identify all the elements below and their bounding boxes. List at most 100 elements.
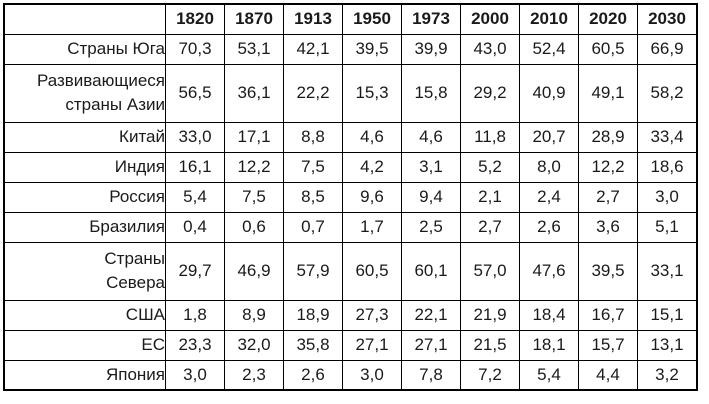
value-cell: 39,5: [342, 33, 402, 65]
value-cell: 39,9: [401, 33, 461, 65]
value-cell: 40,9: [519, 63, 579, 123]
column-header-year: 2010: [519, 3, 579, 35]
value-cell: 8,0: [519, 151, 579, 183]
value-cell: 53,1: [224, 33, 284, 65]
value-cell: 2,7: [460, 211, 520, 243]
value-cell: 22,1: [401, 299, 461, 331]
column-header-year: 2020: [578, 3, 638, 35]
value-cell: 27,1: [401, 329, 461, 361]
value-cell: 32,0: [224, 329, 284, 361]
value-cell: 4,6: [342, 121, 402, 153]
value-cell: 46,9: [224, 241, 284, 301]
value-cell: 1,8: [165, 299, 225, 331]
row-label: США: [3, 299, 166, 331]
value-cell: 15,8: [401, 63, 461, 123]
value-cell: 60,1: [401, 241, 461, 301]
row-label: Китай: [3, 121, 166, 153]
value-cell: 47,6: [519, 241, 579, 301]
table-row: Индия 16,1 12,2 7,5 4,2 3,1 5,2 8,0 12,2 18,6: [3, 151, 698, 183]
value-cell: 11,8: [460, 121, 520, 153]
value-cell: 7,5: [283, 151, 343, 183]
value-cell: 49,1: [578, 63, 638, 123]
value-cell: 2,3: [224, 359, 284, 391]
value-cell: 3,0: [165, 359, 225, 391]
value-cell: 7,5: [224, 181, 284, 213]
header-row: 1820 1870 1913 1950 1973 2000 2010 2020 2030: [3, 3, 698, 35]
value-cell: 5,4: [519, 359, 579, 391]
value-cell: 22,2: [283, 63, 343, 123]
value-cell: 5,1: [637, 211, 698, 243]
value-cell: 12,2: [578, 151, 638, 183]
value-cell: 15,7: [578, 329, 638, 361]
table-row: Китай 33,0 17,1 8,8 4,6 4,6 11,8 20,7 28,9 33,4: [3, 121, 698, 153]
value-cell: 4,4: [578, 359, 638, 391]
row-label: Бразилия: [3, 211, 166, 243]
value-cell: 43,0: [460, 33, 520, 65]
value-cell: 7,2: [460, 359, 520, 391]
value-cell: 2,5: [401, 211, 461, 243]
table-row: ЕС 23,3 32,0 35,8 27,1 27,1 21,5 18,1 15,7 13,1: [3, 329, 698, 361]
row-label: Россия: [3, 181, 166, 213]
row-label: Развивающиеся страны Азии: [3, 63, 166, 123]
row-label: Страны Севера: [3, 241, 166, 301]
value-cell: 9,6: [342, 181, 402, 213]
table-row: Страны Юга 70,3 53,1 42,1 39,5 39,9 43,0 52,4 60…: [3, 33, 698, 65]
value-cell: 27,3: [342, 299, 402, 331]
column-header-year: 2030: [637, 3, 698, 35]
value-cell: 0,7: [283, 211, 343, 243]
value-cell: 5,2: [460, 151, 520, 183]
value-cell: 16,7: [578, 299, 638, 331]
value-cell: 4,2: [342, 151, 402, 183]
value-cell: 21,9: [460, 299, 520, 331]
value-cell: 39,5: [578, 241, 638, 301]
value-cell: 15,1: [637, 299, 698, 331]
value-cell: 8,5: [283, 181, 343, 213]
value-cell: 60,5: [342, 241, 402, 301]
value-cell: 20,7: [519, 121, 579, 153]
value-cell: 18,1: [519, 329, 579, 361]
row-label: ЕС: [3, 329, 166, 361]
value-cell: 2,6: [283, 359, 343, 391]
value-cell: 58,2: [637, 63, 698, 123]
value-cell: 60,5: [578, 33, 638, 65]
column-header-year: 1870: [224, 3, 284, 35]
value-cell: 0,4: [165, 211, 225, 243]
value-cell: 15,3: [342, 63, 402, 123]
value-cell: 0,6: [224, 211, 284, 243]
value-cell: 42,1: [283, 33, 343, 65]
value-cell: 8,9: [224, 299, 284, 331]
value-cell: 70,3: [165, 33, 225, 65]
value-cell: 18,6: [637, 151, 698, 183]
value-cell: 1,7: [342, 211, 402, 243]
value-cell: 7,8: [401, 359, 461, 391]
table-row: США 1,8 8,9 18,9 27,3 22,1 21,9 18,4 16,7 15,1: [3, 299, 698, 331]
table-row: Бразилия 0,4 0,6 0,7 1,7 2,5 2,7 2,6 3,6 5,1: [3, 211, 698, 243]
table-row: Развивающиеся страны Азии 56,5 36,1 22,2 15,…: [3, 63, 698, 123]
value-cell: 28,9: [578, 121, 638, 153]
table-body: Страны Юга 70,3 53,1 42,1 39,5 39,9 43,0 52,4 60…: [3, 33, 698, 391]
value-cell: 27,1: [342, 329, 402, 361]
value-cell: 35,8: [283, 329, 343, 361]
column-header-year: 1950: [342, 3, 402, 35]
value-cell: 9,4: [401, 181, 461, 213]
value-cell: 33,4: [637, 121, 698, 153]
column-header-year: 1913: [283, 3, 343, 35]
row-label: Страны Юга: [3, 33, 166, 65]
value-cell: 3,0: [342, 359, 402, 391]
table-row: Страны Севера 29,7 46,9 57,9 60,5 60,1 57,0 47,…: [3, 241, 698, 301]
value-cell: 52,4: [519, 33, 579, 65]
value-cell: 17,1: [224, 121, 284, 153]
value-cell: 33,0: [165, 121, 225, 153]
value-cell: 2,4: [519, 181, 579, 213]
value-cell: 21,5: [460, 329, 520, 361]
table-row: Япония 3,0 2,3 2,6 3,0 7,8 7,2 5,4 4,4 3,2: [3, 359, 698, 391]
value-cell: 18,4: [519, 299, 579, 331]
value-cell: 3,2: [637, 359, 698, 391]
value-cell: 57,9: [283, 241, 343, 301]
value-cell: 12,2: [224, 151, 284, 183]
value-cell: 2,1: [460, 181, 520, 213]
column-header-year: 1973: [401, 3, 461, 35]
value-cell: 5,4: [165, 181, 225, 213]
value-cell: 18,9: [283, 299, 343, 331]
value-cell: 36,1: [224, 63, 284, 123]
